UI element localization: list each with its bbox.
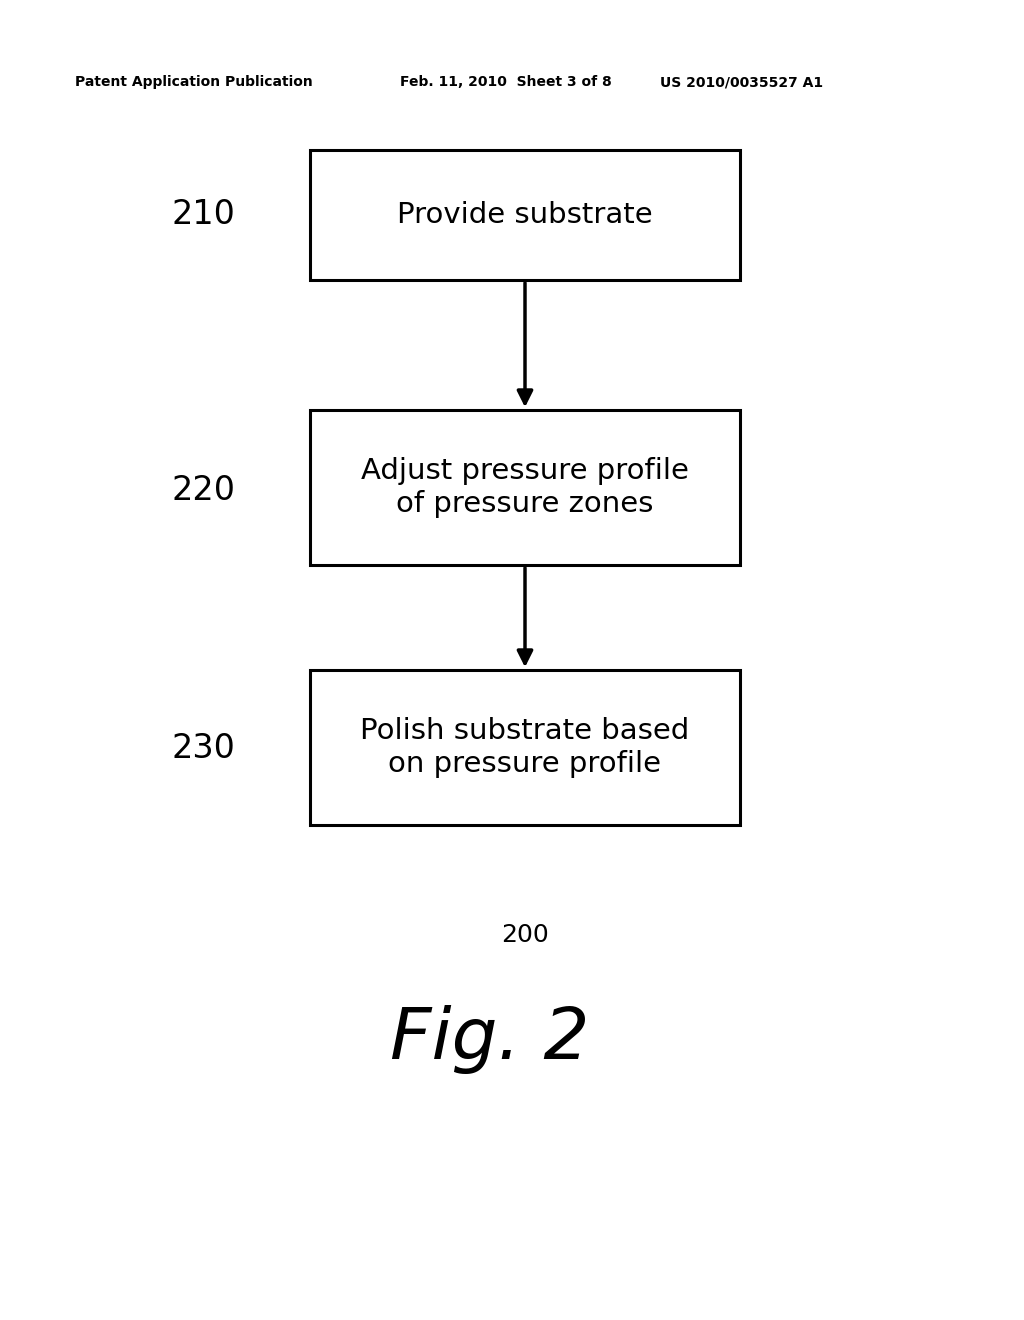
Text: Feb. 11, 2010  Sheet 3 of 8: Feb. 11, 2010 Sheet 3 of 8 xyxy=(400,75,611,88)
Text: 220: 220 xyxy=(171,474,234,507)
Text: Fig. 2: Fig. 2 xyxy=(390,1006,590,1074)
Text: US 2010/0035527 A1: US 2010/0035527 A1 xyxy=(660,75,823,88)
Text: 200: 200 xyxy=(501,923,549,946)
Text: 230: 230 xyxy=(171,731,234,764)
Text: Polish substrate based
on pressure profile: Polish substrate based on pressure profi… xyxy=(360,717,689,777)
Text: 210: 210 xyxy=(171,198,234,231)
Bar xyxy=(310,411,740,565)
Text: Provide substrate: Provide substrate xyxy=(397,201,653,228)
Text: Adjust pressure profile
of pressure zones: Adjust pressure profile of pressure zone… xyxy=(361,457,689,517)
Bar xyxy=(310,671,740,825)
Text: Patent Application Publication: Patent Application Publication xyxy=(75,75,312,88)
Bar xyxy=(310,150,740,280)
